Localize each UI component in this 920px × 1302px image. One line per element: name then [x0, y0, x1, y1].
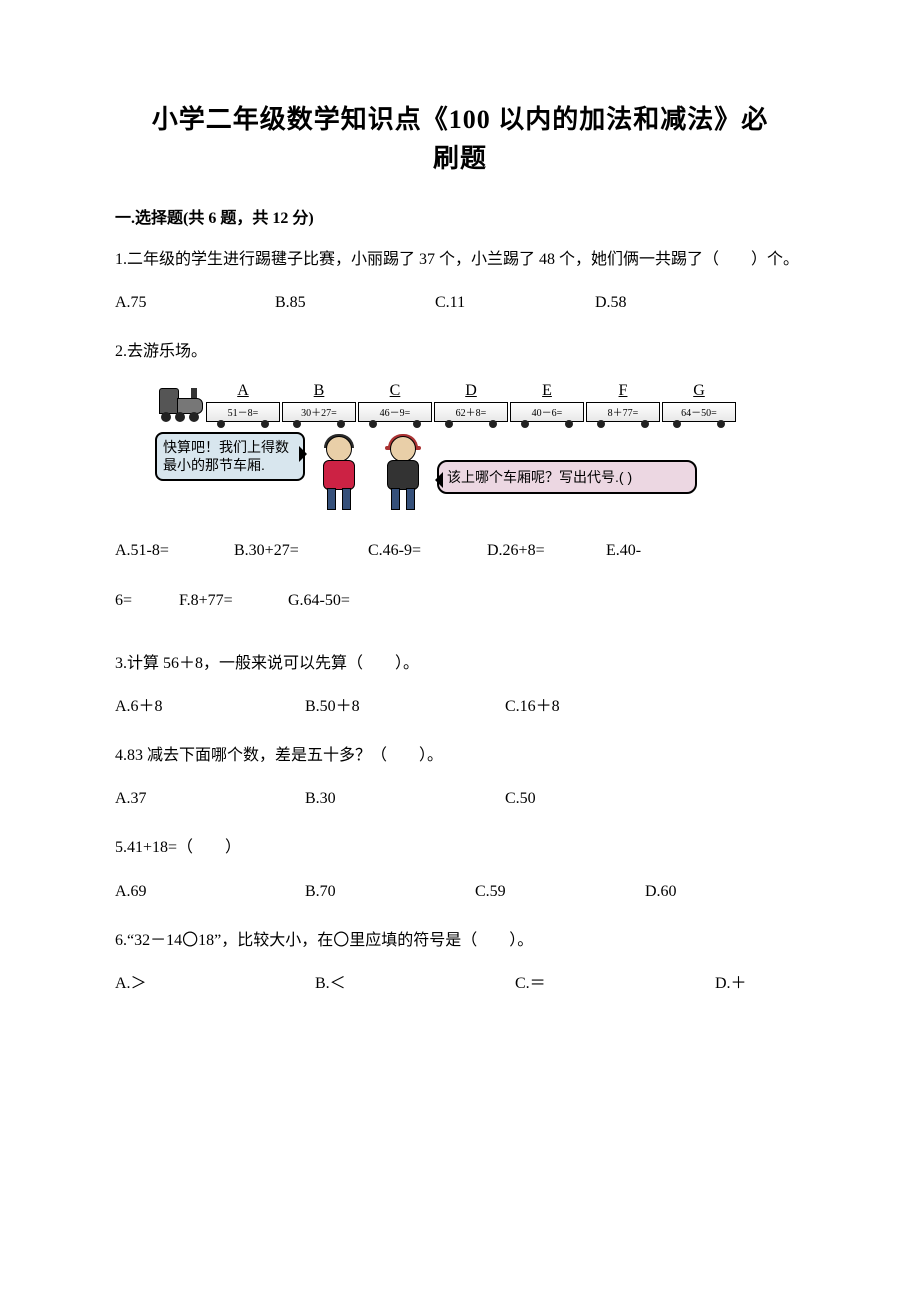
q2-opt-b: B.30+27=	[234, 542, 364, 560]
q2-figure: A 51－8= B 30＋27= C 46－9= D 62＋8= E 40－6=…	[155, 382, 745, 512]
train-car-d: D 62＋8=	[433, 382, 509, 422]
q6-opt-a: A.＞	[115, 970, 315, 997]
train-car-a: A 51－8=	[205, 382, 281, 422]
q4-text: 4.83 减去下面哪个数，差是五十多？（ ）。	[115, 742, 805, 769]
q6-options: A.＞ B.＜ C.＝ D.＋	[115, 970, 805, 997]
car-expr: 51－8=	[206, 402, 280, 422]
car-label: C	[357, 382, 433, 400]
q4-options: A.37 B.30 C.50	[115, 785, 805, 812]
speech-bubble-right: 该上哪个车厢呢？写出代号.( )	[437, 460, 697, 495]
train-car-b: B 30＋27=	[281, 382, 357, 422]
q4-opt-c: C.50	[505, 785, 536, 812]
spacer	[115, 566, 805, 592]
q5-opt-c: C.59	[475, 878, 645, 905]
q5-opt-a: A.69	[115, 878, 305, 905]
car-expr: 8＋77=	[586, 402, 660, 422]
train-car-g: G 64－50=	[661, 382, 737, 422]
q4-opt-a: A.37	[115, 785, 305, 812]
kid-left-icon	[309, 432, 369, 512]
q1-options: A.75 B.85 C.11 D.58	[115, 289, 805, 316]
q2-opt-d: D.26+8=	[487, 542, 602, 560]
q5-opt-d: D.60	[645, 878, 677, 905]
q3-opt-c: C.16＋8	[505, 693, 560, 720]
q3-options: A.6＋8 B.50＋8 C.16＋8	[115, 693, 805, 720]
q6-opt-b: B.＜	[315, 970, 515, 997]
title-line-2: 刷题	[433, 144, 487, 173]
q6-opt-c: C.＝	[515, 970, 715, 997]
q2-opt-f: F.8+77=	[179, 592, 284, 610]
car-expr: 62＋8=	[434, 402, 508, 422]
kid-right-icon	[373, 432, 433, 512]
q2-opt-a: A.51-8=	[115, 542, 230, 560]
q2-opt-g: G.64-50=	[288, 592, 350, 610]
train-car-f: F 8＋77=	[585, 382, 661, 422]
worksheet-page: 小学二年级数学知识点《100 以内的加法和减法》必 刷题 一.选择题(共 6 题…	[0, 0, 920, 1302]
q2-opt-e2: 6=	[115, 592, 175, 610]
car-expr: 64－50=	[662, 402, 736, 422]
q1-opt-d: D.58	[595, 289, 627, 316]
q2-options-line2: 6= F.8+77= G.64-50=	[115, 592, 805, 610]
q6-text: 6.“32－14〇18”，比较大小，在〇里应填的符号是（ ）。	[115, 927, 805, 954]
q3-opt-b: B.50＋8	[305, 693, 505, 720]
q5-text: 5.41+18=（ ）	[115, 834, 805, 861]
train-car-e: E 40－6=	[509, 382, 585, 422]
q5-opt-b: B.70	[305, 878, 475, 905]
car-label: G	[661, 382, 737, 400]
q2-opt-e: E.40-	[606, 542, 641, 560]
section-header: 一.选择题(共 6 题，共 12 分)	[115, 204, 805, 228]
q4-opt-b: B.30	[305, 785, 505, 812]
car-label: A	[205, 382, 281, 400]
q2-opt-c: C.46-9=	[368, 542, 483, 560]
train-engine-icon	[155, 382, 205, 422]
car-label: D	[433, 382, 509, 400]
speech-bubble-left: 快算吧！我们上得数最小的那节车厢.	[155, 432, 305, 482]
q1-opt-b: B.85	[275, 289, 435, 316]
q2-options-line1: A.51-8= B.30+27= C.46-9= D.26+8= E.40-	[115, 542, 805, 560]
q2-text: 2.去游乐场。	[115, 338, 805, 365]
page-title: 小学二年级数学知识点《100 以内的加法和减法》必 刷题	[115, 100, 805, 178]
car-expr: 46－9=	[358, 402, 432, 422]
q3-opt-a: A.6＋8	[115, 693, 305, 720]
q3-text: 3.计算 56＋8，一般来说可以先算（ ）。	[115, 650, 805, 677]
bubble-row: 快算吧！我们上得数最小的那节车厢. 该上哪个车厢呢？写出代号.( )	[155, 432, 745, 512]
q1-opt-a: A.75	[115, 289, 275, 316]
car-label: F	[585, 382, 661, 400]
train-car-c: C 46－9=	[357, 382, 433, 422]
car-expr: 30＋27=	[282, 402, 356, 422]
train-row: A 51－8= B 30＋27= C 46－9= D 62＋8= E 40－6=…	[155, 382, 745, 422]
car-expr: 40－6=	[510, 402, 584, 422]
car-label: B	[281, 382, 357, 400]
q5-options: A.69 B.70 C.59 D.60	[115, 878, 805, 905]
car-label: E	[509, 382, 585, 400]
q1-opt-c: C.11	[435, 289, 595, 316]
q6-opt-d: D.＋	[715, 970, 775, 997]
q1-text: 1.二年级的学生进行踢毽子比赛，小丽踢了 37 个，小兰踢了 48 个，她们俩一…	[115, 246, 805, 273]
title-line-1: 小学二年级数学知识点《100 以内的加法和减法》必	[152, 105, 769, 134]
